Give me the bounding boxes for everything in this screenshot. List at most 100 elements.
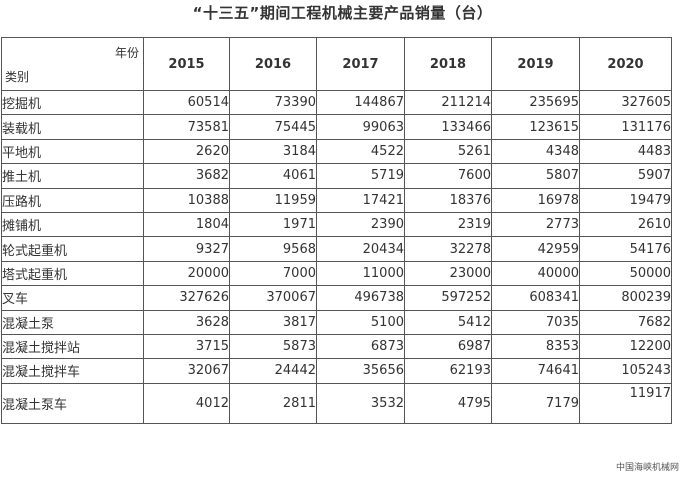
row-value: 23000	[404, 260, 492, 287]
year-header-label: 年份	[114, 46, 139, 60]
row-value: 1971	[229, 211, 317, 238]
row-value: 12200	[579, 333, 672, 360]
row-value: 105243	[579, 358, 672, 384]
table-row: 摊铺机 1804 1971 2390 2319 2773 2610	[1, 211, 672, 238]
header-corner-cell: 年份 类别	[1, 37, 144, 91]
row-category: 叉车	[1, 285, 144, 311]
row-category: 摊铺机	[1, 211, 144, 238]
row-value: 211214	[404, 89, 492, 116]
row-value: 4795	[404, 382, 492, 424]
row-value: 2319	[404, 211, 492, 238]
row-value: 73581	[143, 114, 230, 140]
year-header-2016: 2016	[229, 37, 317, 91]
row-value: 597252	[404, 285, 492, 311]
row-value: 5873	[229, 333, 317, 360]
row-value: 17421	[316, 187, 405, 213]
row-value: 235695	[491, 89, 580, 116]
row-value: 2610	[579, 211, 672, 238]
row-value: 35656	[316, 358, 405, 384]
row-value: 19479	[579, 187, 672, 213]
row-value: 32067	[143, 358, 230, 384]
row-value: 4522	[316, 138, 405, 165]
row-value: 1804	[143, 211, 230, 238]
row-category: 推土机	[1, 163, 144, 189]
row-value: 3817	[229, 309, 317, 335]
table-row: 混凝土搅拌站 3715 5873 6873 6987 8353 12200	[1, 333, 672, 360]
row-value: 11917	[579, 382, 672, 424]
sales-table: 年份 类别 2015 2016 2017 2018 2019 2020 挖掘机 …	[1, 37, 672, 424]
year-header-2019: 2019	[491, 37, 580, 91]
row-category: 装载机	[1, 114, 144, 140]
row-value: 6987	[404, 333, 492, 360]
row-value: 11000	[316, 260, 405, 287]
year-header-2018: 2018	[404, 37, 492, 91]
row-value: 4483	[579, 138, 672, 165]
table-title: “十三五”期间工程机械主要产品销量（台）	[192, 4, 493, 22]
row-category: 混凝土泵	[1, 309, 144, 335]
row-category: 混凝土泵车	[1, 382, 144, 424]
category-header-label: 类别	[5, 70, 30, 84]
row-category: 平地机	[1, 138, 144, 165]
row-value: 144867	[316, 89, 405, 116]
year-header-2020: 2020	[579, 37, 672, 91]
row-category: 压路机	[1, 187, 144, 213]
row-value: 24442	[229, 358, 317, 384]
row-value: 7179	[491, 382, 580, 424]
row-value: 4348	[491, 138, 580, 165]
table-row: 塔式起重机 20000 7000 11000 23000 40000 50000	[1, 260, 672, 287]
row-value: 2620	[143, 138, 230, 165]
row-value: 18376	[404, 187, 492, 213]
row-value: 5907	[579, 163, 672, 189]
row-category: 混凝土搅拌车	[1, 358, 144, 384]
row-value: 7035	[491, 309, 580, 335]
table-row: 压路机 10388 11959 17421 18376 16978 19479	[1, 187, 672, 213]
row-category: 挖掘机	[1, 89, 144, 116]
row-value: 5719	[316, 163, 405, 189]
row-value: 75445	[229, 114, 317, 140]
row-value: 608341	[491, 285, 580, 311]
header-row: 年份 类别 2015 2016 2017 2018 2019 2020	[1, 37, 672, 91]
row-value: 5100	[316, 309, 405, 335]
row-category: 轮式起重机	[1, 236, 144, 262]
row-value: 7000	[229, 260, 317, 287]
row-value: 327605	[579, 89, 672, 116]
row-value: 4061	[229, 163, 317, 189]
row-value: 10388	[143, 187, 230, 213]
table-row: 混凝土泵 3628 3817 5100 5412 7035 7682	[1, 309, 672, 335]
row-value: 496738	[316, 285, 405, 311]
row-value: 50000	[579, 260, 672, 287]
table-row: 轮式起重机 9327 9568 20434 32278 42959 54176	[1, 236, 672, 262]
row-value: 3682	[143, 163, 230, 189]
row-value: 3715	[143, 333, 230, 360]
row-value: 99063	[316, 114, 405, 140]
row-value: 20000	[143, 260, 230, 287]
table-row: 叉车 327626 370067 496738 597252 608341 80…	[1, 285, 672, 311]
row-value: 123615	[491, 114, 580, 140]
row-value: 54176	[579, 236, 672, 262]
row-value: 32278	[404, 236, 492, 262]
row-value: 6873	[316, 333, 405, 360]
year-header-2017: 2017	[316, 37, 405, 91]
table-row: 挖掘机 60514 73390 144867 211214 235695 327…	[1, 89, 672, 116]
row-value: 11959	[229, 187, 317, 213]
row-value: 16978	[491, 187, 580, 213]
row-category: 混凝土搅拌站	[1, 333, 144, 360]
row-value: 2390	[316, 211, 405, 238]
table-row: 混凝土泵车 4012 2811 3532 4795 7179 11917	[1, 382, 672, 424]
row-category: 塔式起重机	[1, 260, 144, 287]
row-value: 3628	[143, 309, 230, 335]
row-value: 7600	[404, 163, 492, 189]
watermark-text: 中国海峡机械网	[615, 463, 679, 473]
table-row: 平地机 2620 3184 4522 5261 4348 4483	[1, 138, 672, 165]
table-row: 装载机 73581 75445 99063 133466 123615 1311…	[1, 114, 672, 140]
row-value: 131176	[579, 114, 672, 140]
row-value: 74641	[491, 358, 580, 384]
row-value: 4012	[143, 382, 230, 424]
row-value: 73390	[229, 89, 317, 116]
row-value: 9568	[229, 236, 317, 262]
row-value: 327626	[143, 285, 230, 311]
table-row: 推土机 3682 4061 5719 7600 5807 5907	[1, 163, 672, 189]
row-value: 5412	[404, 309, 492, 335]
row-value: 20434	[316, 236, 405, 262]
row-value: 133466	[404, 114, 492, 140]
